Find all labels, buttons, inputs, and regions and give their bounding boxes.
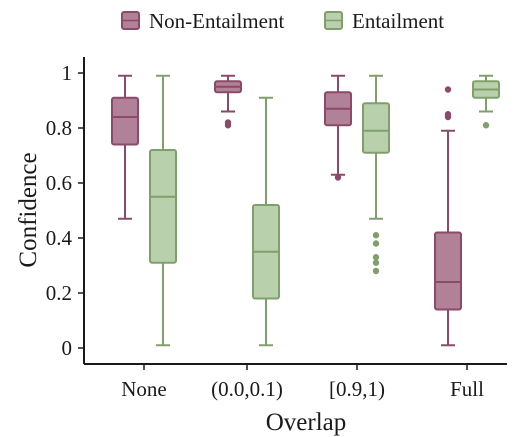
x-axis-title: Overlap bbox=[266, 409, 347, 436]
box-entailment-0 bbox=[149, 74, 177, 347]
legend: Non-Entailment Entailment bbox=[121, 9, 444, 33]
x-tick-label: None bbox=[121, 377, 167, 401]
box-entailment-2 bbox=[362, 74, 390, 275]
y-tick-label: 1 bbox=[62, 61, 73, 85]
y-tick-label: 0.8 bbox=[46, 116, 72, 140]
box-non-entailment-3 bbox=[434, 86, 462, 347]
legend-label: Non-Entailment bbox=[149, 9, 284, 33]
box-iqr bbox=[111, 96, 139, 146]
y-axis-title: Confidence bbox=[15, 152, 42, 267]
plot-area bbox=[111, 74, 500, 347]
x-tick-label: [0.9,1) bbox=[329, 377, 385, 401]
box-entailment-3 bbox=[472, 74, 500, 129]
outlier-point bbox=[372, 240, 380, 247]
outlier-point bbox=[444, 111, 452, 118]
y-tick-label: 0.4 bbox=[46, 226, 73, 250]
box-entailment-1 bbox=[252, 96, 280, 347]
x-tick-label: Full bbox=[450, 377, 484, 401]
box-iqr bbox=[434, 231, 462, 311]
outlier-point bbox=[482, 122, 490, 129]
outlier-point bbox=[372, 267, 380, 275]
outlier-point bbox=[372, 259, 380, 266]
outlier-point bbox=[444, 86, 452, 93]
outlier-point bbox=[224, 119, 232, 126]
box-iqr bbox=[149, 149, 177, 264]
legend-label: Entailment bbox=[352, 9, 444, 33]
outlier-point bbox=[372, 254, 380, 261]
y-tick-label: 0 bbox=[62, 336, 73, 360]
y-tick-label: 0.6 bbox=[46, 171, 72, 195]
box-non-entailment-2 bbox=[324, 74, 352, 181]
box-non-entailment-0 bbox=[111, 74, 139, 220]
box-iqr bbox=[362, 102, 390, 154]
y-tick-label: 0.2 bbox=[46, 281, 72, 305]
x-tick-label: (0.0,0.1) bbox=[211, 377, 283, 401]
box-non-entailment-1 bbox=[214, 74, 242, 129]
outlier-point bbox=[334, 174, 342, 181]
outlier-point bbox=[372, 232, 380, 239]
axes: 0 0.2 0.4 0.6 0.8 1 None (0.0,0.1) [0.9,1) Full bbox=[46, 57, 507, 401]
